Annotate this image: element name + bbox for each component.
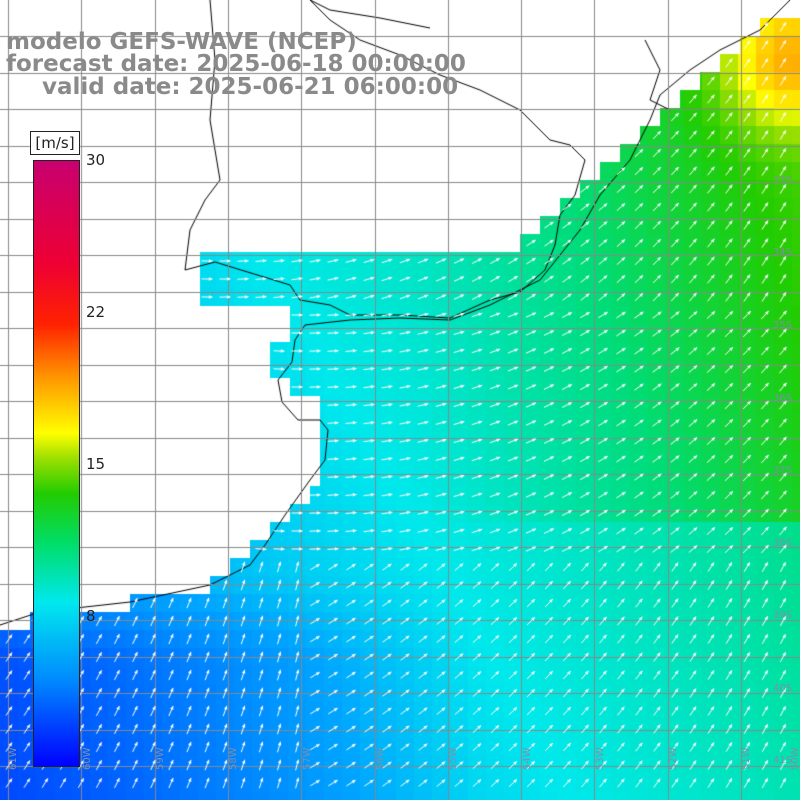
lon-label-59w: 59W	[155, 747, 166, 770]
lat-label-34s: 34S	[773, 247, 793, 258]
colorbar-tick-22: 22	[86, 303, 106, 321]
lon-label-53w: 53W	[595, 747, 606, 770]
lon-label-54w: 54W	[522, 747, 533, 770]
lon-label-61w: 61W	[8, 747, 19, 770]
model-title: modelo GEFS-WAVE (NCEP)	[6, 29, 357, 55]
lat-label-36s: 36S	[773, 393, 793, 404]
colorbar-tick-30: 30	[86, 151, 106, 169]
lat-label-33s: 33S	[773, 175, 793, 186]
lon-label-60w: 60W	[82, 747, 93, 770]
lon-label-51w: 51W	[741, 747, 752, 770]
colorbar-unit: [m/s]	[30, 131, 80, 155]
lat-label-39s: 39S	[773, 610, 793, 621]
lon-label-56w: 56W	[375, 747, 386, 770]
lat-label-38s: 38S	[773, 538, 793, 549]
colorbar-tick-8: 8	[86, 607, 96, 625]
valid-date: valid date: 2025-06-21 06:00:00	[42, 74, 459, 100]
colorbar	[33, 160, 80, 767]
lat-label-41s: 41S	[773, 755, 793, 766]
forecast-date: forecast date: 2025-06-18 00:00:00	[6, 51, 466, 77]
lon-label-52w: 52W	[668, 747, 679, 770]
lat-label-40s: 40S	[773, 683, 793, 694]
colorbar-tick-15: 15	[86, 455, 106, 473]
lon-label-57w: 57W	[302, 747, 313, 770]
lon-label-55w: 55W	[448, 747, 459, 770]
lat-label-37s: 37S	[773, 465, 793, 476]
lon-label-58w: 58W	[228, 747, 239, 770]
lat-label-35s: 35S	[773, 320, 793, 331]
